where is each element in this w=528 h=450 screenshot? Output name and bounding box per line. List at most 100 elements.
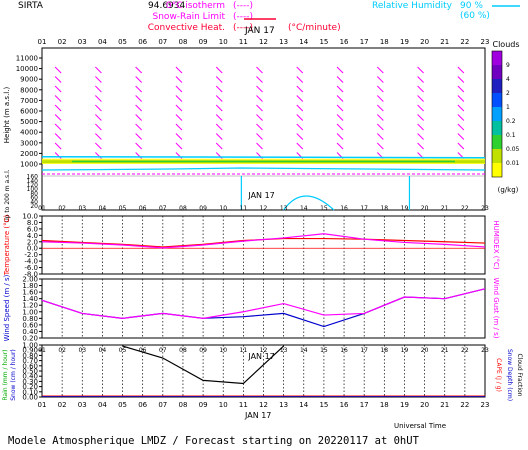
ytick-label: 6000 [20,108,38,116]
wind-arrow [135,66,143,74]
ytick-label: 0.20 [22,383,38,391]
wind-arrow [417,95,424,102]
wind-arrow [376,95,384,102]
legend-label: Convective Heat. [148,23,225,33]
wind-arrow [54,66,62,74]
colorbar-swatch [492,93,502,107]
ytick-label: 20 [30,203,38,210]
colorbar-swatch [492,135,502,149]
wind-arrow [95,133,102,140]
wind-arrow [215,85,223,93]
hour-tick-label: 06 [138,401,147,409]
wind-arrow [215,123,223,131]
hour-tick-label: 11 [240,347,248,354]
lower-ylabel: Up to 200 m a.s.l. [4,169,11,222]
hour-tick-label: 04 [98,38,107,46]
ytick-label: 160 [27,174,39,181]
ytick-label: 140 [27,178,39,185]
wind-arrow [175,66,183,74]
ytick-label: -4.0 [24,258,38,266]
colorbar-frame [491,50,503,178]
hour-tick-label: 17 [360,347,368,354]
hour-tick-label: 10 [219,205,227,212]
hour-tick-label: 13 [280,205,288,212]
wind-arrow [336,95,344,102]
hour-tick-label: 12 [259,401,268,409]
date-label: JAN 17 [244,26,275,36]
hour-tick-label: 19 [401,347,409,354]
hour-tick-label: 15 [319,401,328,409]
wind-arrow [417,76,424,83]
hour-tick-label: 03 [78,205,86,212]
wind-arrow [296,76,304,83]
hour-tick-label: 15 [319,38,328,46]
humidity-contour-low [283,195,335,211]
snow-ylabel: Snow (cm / hour) [10,349,17,401]
wind-arrow [256,123,263,131]
ytick-label: 120 [27,182,39,189]
date-label-mid: JAN 17 [247,191,274,200]
hour-tick-label: 13 [279,401,288,409]
wind-arrow [135,104,143,112]
wind-arrow [175,142,183,150]
colorbar-level: 0.01 [506,160,520,167]
wind-arrow [457,76,465,83]
hour-tick-label: 05 [119,347,127,354]
colorbar-level: 4 [506,76,510,83]
hour-tick-label: 03 [78,347,86,354]
wind-arrow [54,95,62,102]
hour-tick-label: 20 [420,401,429,409]
ytick-label: 8000 [20,86,38,94]
hour-tick-label: 10 [219,38,228,46]
hour-tick-label: 08 [179,347,187,354]
wind-arrow [457,114,465,121]
wind-arrow [135,142,143,150]
hour-tick-label: 22 [461,347,469,354]
wind-arrow [95,76,102,83]
ytick-label: 0.70 [22,357,38,365]
hour-tick-label: 19 [400,401,409,409]
colorbar-swatch [492,79,502,93]
humidex-ylabel: HUMIDEX (°C) [492,220,500,269]
legend-percent: 90 % [460,1,483,11]
wind-arrow [256,142,263,150]
legend-label: 0°C isotherm [166,1,225,11]
hour-tick-label: 12 [260,347,268,354]
hour-tick-label: 04 [99,205,107,212]
wind-arrow [95,123,102,131]
wind-series-line [41,288,486,319]
hour-tick-label: 21 [440,401,449,409]
wind-arrow [336,76,344,83]
hour-tick-label: 11 [240,205,248,212]
snow-depth-ylabel: Snow Depth (cm) [506,349,513,401]
hour-tick-label: 20 [421,347,429,354]
legend-symbol: (----) [233,12,253,22]
ytick-label: 0.60 [22,321,38,329]
wind-arrow [54,104,62,112]
ytick-label: 100 [27,186,39,193]
hour-tick-label: 08 [178,401,187,409]
colorbar-level: 0.2 [506,118,516,125]
colorbar-swatch [492,163,502,177]
legend-symbol: (----) [233,1,253,11]
ytick-label: 0.30 [22,378,38,386]
colorbar-swatch [492,121,502,135]
wind-arrow [376,133,384,140]
hour-tick-label: 23 [481,401,490,409]
hour-tick-label: 13 [279,38,288,46]
wind-arrows [54,66,465,159]
wind-speed-ylabel: Wind Speed (m / s) [3,274,11,341]
hour-tick-label: 07 [158,38,167,46]
wind-arrow [417,142,424,150]
footer-caption: Modele Atmospherique LMDZ / Forecast sta… [8,435,420,447]
hour-tick-label: 19 [401,205,409,212]
wind-arrow [256,66,263,74]
hour-tick-label: 09 [199,38,208,46]
ytick-label: 1.00 [22,342,38,350]
wind-arrow [215,66,223,74]
wind-arrow [336,123,344,131]
hour-tick-label: 07 [159,347,167,354]
ytick-label: 5000 [20,118,38,126]
wind-arrow [175,85,183,93]
